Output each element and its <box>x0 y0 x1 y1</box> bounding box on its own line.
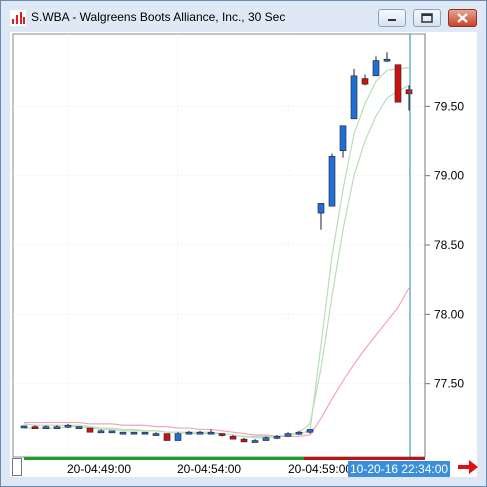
candle-up <box>372 60 380 77</box>
candle-down <box>163 433 171 441</box>
candle-up <box>130 431 138 435</box>
candle-up <box>306 429 314 433</box>
candle-up <box>119 431 127 435</box>
scroll-position-box[interactable] <box>12 458 22 476</box>
candle-down <box>86 427 94 433</box>
candle-up <box>317 203 325 214</box>
cursor-time-label: 10-20-16 22:34:00 <box>348 461 451 477</box>
candle-up <box>141 431 149 435</box>
window-title: S.WBA - Walgreens Boots Alliance, Inc., … <box>31 10 286 24</box>
candle-up <box>295 431 303 435</box>
candle-up <box>20 425 28 429</box>
candle-up <box>97 430 105 434</box>
maximize-icon <box>421 13 433 23</box>
maximize-button[interactable] <box>413 9 441 27</box>
candle-down <box>405 89 413 95</box>
ma-line-pink <box>24 287 410 437</box>
candle-up <box>108 430 116 434</box>
title-bar[interactable]: S.WBA - Walgreens Boots Alliance, Inc., … <box>1 1 486 32</box>
y-tick-label: 79.00 <box>434 169 464 183</box>
session-bar-red <box>304 457 425 460</box>
minimize-icon <box>388 19 396 21</box>
candle-down <box>240 438 248 443</box>
candle-up <box>174 433 182 441</box>
candle-up <box>251 440 259 443</box>
candle-up <box>152 433 160 436</box>
app-chart-icon <box>10 10 26 26</box>
candle-up <box>284 433 292 437</box>
candle-up <box>42 426 50 429</box>
y-tick-label: 79.50 <box>434 99 464 113</box>
candle-up <box>328 155 336 207</box>
candle-up <box>196 431 204 435</box>
candlestick-chart[interactable]: 79.50 79.00 78.50 78.00 77.50 <box>10 32 477 477</box>
candle-down <box>361 78 369 85</box>
candle-up <box>185 431 193 435</box>
y-tick-label: 78.50 <box>434 238 464 252</box>
x-axis-label-3: 20-04:59:00 <box>288 462 353 476</box>
candle-up <box>207 431 215 435</box>
candle-up <box>53 426 61 429</box>
candle-up <box>273 436 281 439</box>
close-icon <box>457 13 468 23</box>
candle-up <box>383 58 391 62</box>
candle-down <box>229 436 237 440</box>
chart-area[interactable]: 79.50 79.00 78.50 78.00 77.50 <box>10 32 477 477</box>
minimize-button[interactable] <box>378 9 406 27</box>
close-button[interactable] <box>448 9 477 27</box>
session-bar-green <box>24 457 304 460</box>
candle-down <box>394 64 402 103</box>
candle-up <box>262 437 270 441</box>
x-axis-label-2: 20-04:54:00 <box>177 462 242 476</box>
candle-down <box>31 426 39 429</box>
ma-line-green-fast <box>23 66 410 439</box>
candle-up <box>64 424 72 428</box>
candle-up <box>339 125 347 152</box>
x-axis-label-1: 20-04:49:00 <box>67 462 132 476</box>
candle-up <box>350 75 358 120</box>
candle-up <box>75 426 83 429</box>
scroll-right-arrow-icon[interactable] <box>457 459 479 475</box>
plot-frame <box>12 33 426 458</box>
y-tick-label: 77.50 <box>434 377 464 391</box>
y-tick-label: 78.00 <box>434 307 464 321</box>
candle-down <box>218 433 226 436</box>
